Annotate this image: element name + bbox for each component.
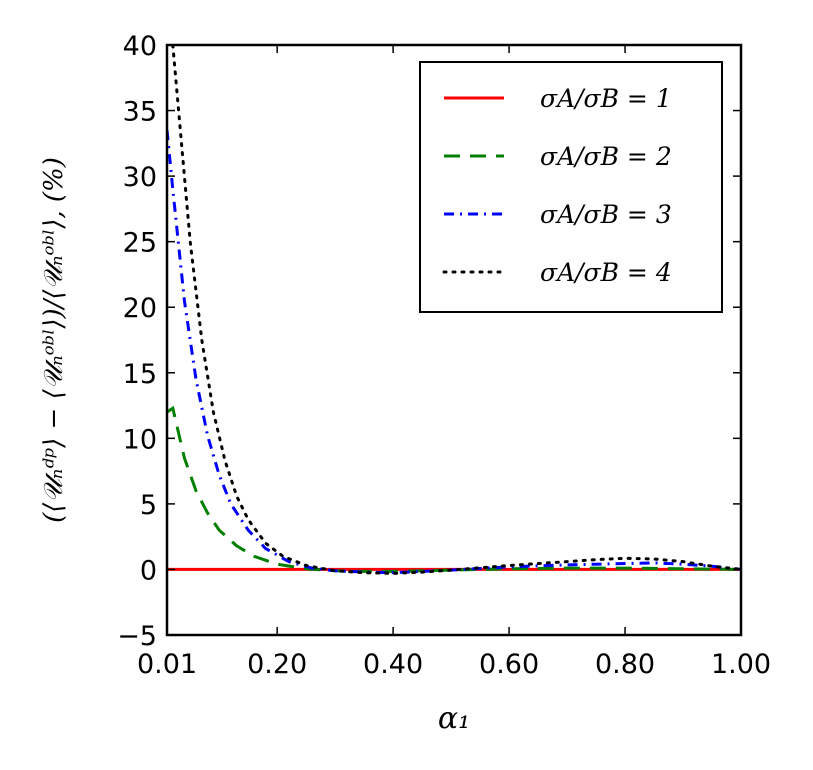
y-tick-label: 5 bbox=[140, 490, 157, 521]
x-tick-label: 0.20 bbox=[247, 649, 307, 680]
plot-frame bbox=[165, 43, 743, 637]
y-tick-label: 35 bbox=[123, 97, 157, 128]
ticks-layer: 0.01 0.20 0.40 0.60 0.80 1.00 −5 0 5 10 15 20 25 30 35… bbox=[117, 31, 771, 680]
y-axis-label: (⟨𝒰ₙᵈᵖ⟩ − ⟨𝒰ₙᵒᵇˡ⟩)/⟨𝒰ₙᵒᵇˡ⟩, (%) bbox=[39, 157, 69, 523]
y-tick-label: 0 bbox=[140, 555, 157, 586]
y-tick-label: −5 bbox=[117, 621, 157, 652]
x-tick-label: 0.40 bbox=[363, 649, 423, 680]
x-tick-label: 0.01 bbox=[137, 649, 197, 680]
x-tick-label: 0.80 bbox=[595, 649, 655, 680]
y-tick-label: 40 bbox=[123, 31, 157, 62]
legend-label-4: σA/σB = 4 bbox=[540, 258, 672, 287]
legend-label-1: σA/σB = 1 bbox=[540, 84, 672, 113]
legend: σA/σB = 1 σA/σB = 2 σA/σB = 3 σA/σB = 4 bbox=[419, 61, 723, 313]
series-layer bbox=[167, 45, 741, 575]
legend-label-2: σA/σB = 2 bbox=[540, 142, 672, 171]
x-axis-label: α₁ bbox=[438, 701, 470, 736]
y-tick-label: 30 bbox=[123, 162, 157, 193]
legend-label-3: σA/σB = 3 bbox=[540, 200, 672, 229]
series-line-4 bbox=[171, 45, 741, 575]
series-line-2 bbox=[167, 405, 741, 573]
x-tick-label: 0.60 bbox=[479, 649, 539, 680]
legend-box bbox=[419, 61, 723, 313]
y-tick-label: 20 bbox=[123, 293, 157, 324]
x-tick-label: 1.00 bbox=[711, 649, 771, 680]
y-tick-label: 10 bbox=[123, 424, 157, 455]
y-tick-label: 25 bbox=[123, 228, 157, 259]
y-tick-label: 15 bbox=[123, 359, 157, 390]
